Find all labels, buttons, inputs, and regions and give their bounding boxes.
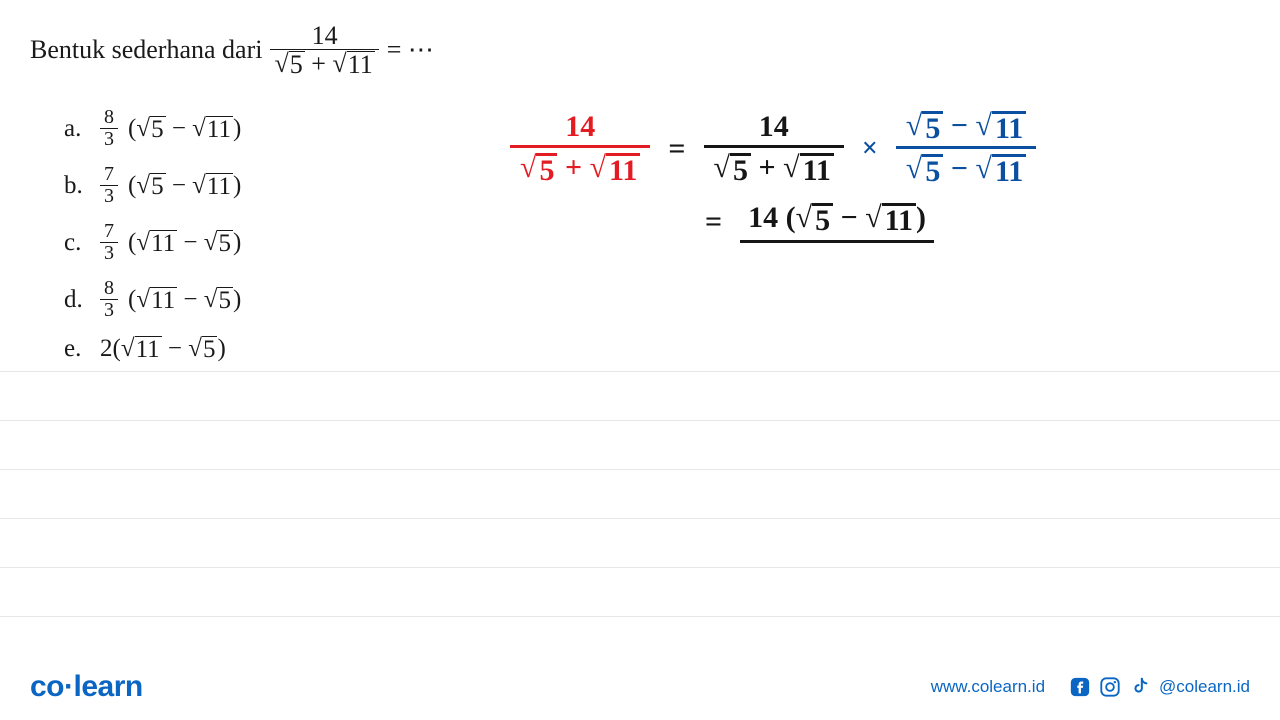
handwritten-work: 14 √5 + √11 = 14 √5 + √11 × √5 − √11 <box>510 110 1250 360</box>
footer-url[interactable]: www.colearn.id <box>931 677 1045 697</box>
ruled-line <box>0 420 1280 421</box>
choice-frac: 8 3 <box>100 278 118 321</box>
ruled-line <box>0 371 1280 372</box>
question-suffix: = ⋯ <box>387 35 434 65</box>
choice-frac: 8 3 <box>100 107 118 150</box>
hw-step1-mid: 14 √5 + √11 <box>704 111 844 186</box>
choice-expr: (√11 − √5) <box>128 229 241 257</box>
hw-step1-left: 14 √5 + √11 <box>510 111 650 186</box>
choice-label: b. <box>64 172 90 200</box>
choice-label: a. <box>64 115 90 143</box>
hw-step1-right: √5 − √11 √5 − √11 <box>896 110 1036 187</box>
question-prefix: Bentuk sederhana dari <box>30 35 262 65</box>
hw-equals: = <box>668 132 685 166</box>
hw-step2: 14 (√5 − √11) <box>740 201 934 243</box>
hw-equals: = <box>705 205 722 239</box>
sqrt-5: √5 <box>274 51 304 78</box>
question-text: Bentuk sederhana dari 14 √5 + √11 = ⋯ <box>30 22 1250 78</box>
choice-expr: (√5 − √11) <box>128 115 241 143</box>
footer: co·learn www.colearn.id @colearn.id <box>0 654 1280 720</box>
footer-social: @colearn.id <box>1069 676 1250 698</box>
ruled-line <box>0 567 1280 568</box>
ruled-line <box>0 616 1280 617</box>
choice-label: c. <box>64 229 90 257</box>
q-frac-den: √5 + √11 <box>270 49 378 78</box>
choice-frac: 7 3 <box>100 164 118 207</box>
facebook-icon[interactable] <box>1069 676 1091 698</box>
choice-label: e. <box>64 335 90 363</box>
hw-times: × <box>862 133 878 165</box>
q-frac-num: 14 <box>308 22 342 49</box>
question-fraction: 14 √5 + √11 <box>270 22 378 78</box>
brand-logo: co·learn <box>30 670 143 704</box>
choice-expr: 2(√11 − √5) <box>100 335 226 363</box>
sqrt-11: √11 <box>332 51 374 78</box>
choice-label: d. <box>64 286 90 314</box>
tiktok-icon[interactable] <box>1129 676 1151 698</box>
ruled-line <box>0 518 1280 519</box>
instagram-icon[interactable] <box>1099 676 1121 698</box>
choice-frac: 7 3 <box>100 221 118 264</box>
choice-expr: (√11 − √5) <box>128 286 241 314</box>
footer-handle: @colearn.id <box>1159 677 1250 697</box>
choice-expr: (√5 − √11) <box>128 172 241 200</box>
ruled-line <box>0 469 1280 470</box>
